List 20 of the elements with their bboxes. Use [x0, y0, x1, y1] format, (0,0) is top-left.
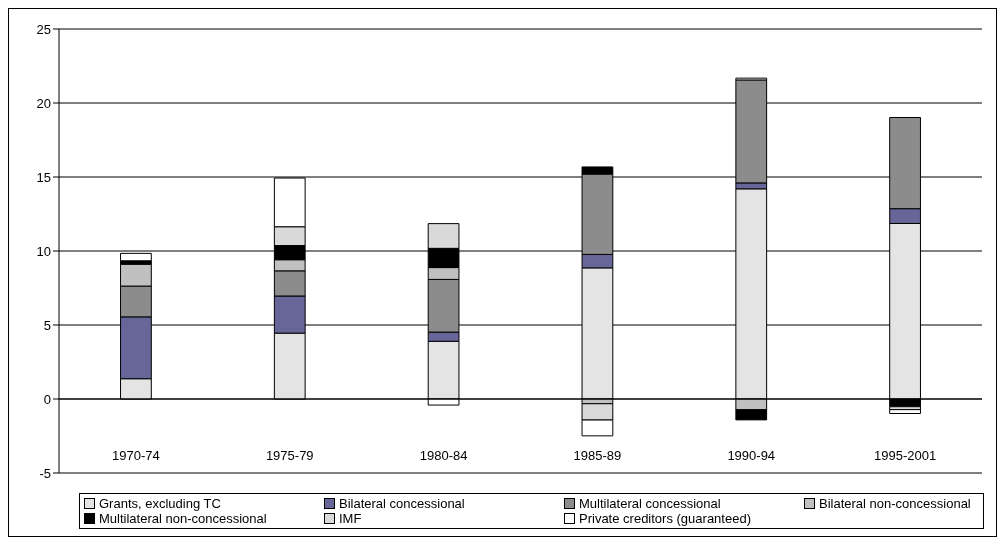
legend-label: Grants, excluding TC	[98, 496, 222, 511]
y-tick-label: 15	[36, 169, 51, 185]
y-tick-label: 10	[36, 243, 51, 259]
x-tick-label: 1970-74	[112, 448, 160, 464]
y-tick-label: 0	[43, 391, 51, 407]
legend-label: Bilateral non-concessional	[818, 496, 972, 511]
x-tick-label: 1995-2001	[874, 448, 937, 464]
legend-label: Bilateral concessional	[338, 496, 466, 511]
x-tick-label: 1980-84	[419, 448, 468, 464]
legend-label: IMF	[338, 511, 363, 526]
legend-label: Multilateral concessional	[578, 496, 722, 511]
x-tick-label: 1990-94	[727, 448, 776, 464]
legend-label: Private creditors (guaranteed)	[578, 511, 752, 526]
y-tick-label: -5	[39, 465, 51, 481]
y-tick-label: 25	[36, 21, 51, 37]
y-tick-label: 5	[43, 317, 51, 333]
x-tick-label: 1975-79	[265, 448, 314, 464]
y-tick-label: 20	[36, 95, 51, 111]
x-tick-label: 1985-89	[573, 448, 622, 464]
legend-label: Multilateral non-concessional	[98, 511, 268, 526]
